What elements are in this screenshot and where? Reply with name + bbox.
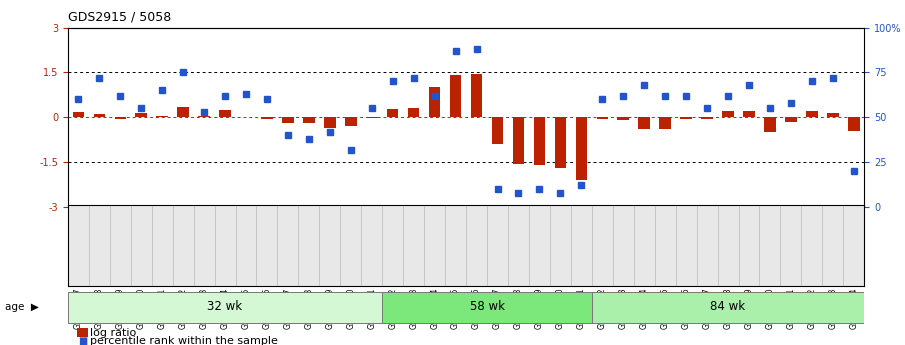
Bar bbox=[786, 117, 796, 122]
Bar bbox=[617, 117, 629, 120]
Bar bbox=[115, 117, 126, 119]
Bar bbox=[177, 107, 189, 117]
Bar bbox=[282, 117, 294, 123]
Bar bbox=[660, 117, 671, 129]
Text: 32 wk: 32 wk bbox=[207, 300, 243, 313]
Text: 84 wk: 84 wk bbox=[710, 300, 746, 313]
Bar bbox=[806, 111, 817, 117]
Bar bbox=[722, 111, 734, 117]
Text: percentile rank within the sample: percentile rank within the sample bbox=[90, 336, 279, 345]
Text: log ratio: log ratio bbox=[90, 328, 137, 337]
Bar bbox=[638, 117, 650, 129]
Bar bbox=[513, 117, 524, 164]
Bar bbox=[366, 117, 377, 118]
Bar bbox=[219, 110, 231, 117]
Bar bbox=[681, 117, 692, 119]
Bar bbox=[408, 108, 419, 117]
Bar bbox=[764, 117, 776, 132]
Bar bbox=[592, 292, 864, 323]
Bar bbox=[491, 117, 503, 144]
Bar bbox=[93, 114, 105, 117]
Text: ■: ■ bbox=[78, 336, 87, 345]
Bar bbox=[324, 117, 336, 128]
Bar bbox=[429, 87, 441, 117]
Bar bbox=[382, 292, 592, 323]
Bar bbox=[555, 117, 567, 168]
Bar bbox=[576, 117, 587, 180]
Bar bbox=[701, 117, 713, 119]
Bar bbox=[827, 113, 839, 117]
Text: 58 wk: 58 wk bbox=[470, 300, 504, 313]
Bar bbox=[471, 74, 482, 117]
Text: age  ▶: age ▶ bbox=[5, 302, 38, 312]
Bar bbox=[450, 76, 462, 117]
Bar bbox=[743, 111, 755, 117]
Bar bbox=[72, 112, 84, 117]
Bar bbox=[534, 117, 545, 165]
Bar bbox=[345, 117, 357, 126]
Bar bbox=[262, 117, 272, 119]
Bar bbox=[68, 292, 382, 323]
Bar bbox=[387, 109, 398, 117]
Bar bbox=[198, 116, 210, 117]
Bar bbox=[303, 117, 315, 123]
Text: GDS2915 / 5058: GDS2915 / 5058 bbox=[68, 10, 171, 23]
Bar bbox=[848, 117, 860, 131]
Bar bbox=[596, 117, 608, 119]
Bar bbox=[157, 116, 168, 117]
Bar bbox=[136, 113, 147, 117]
